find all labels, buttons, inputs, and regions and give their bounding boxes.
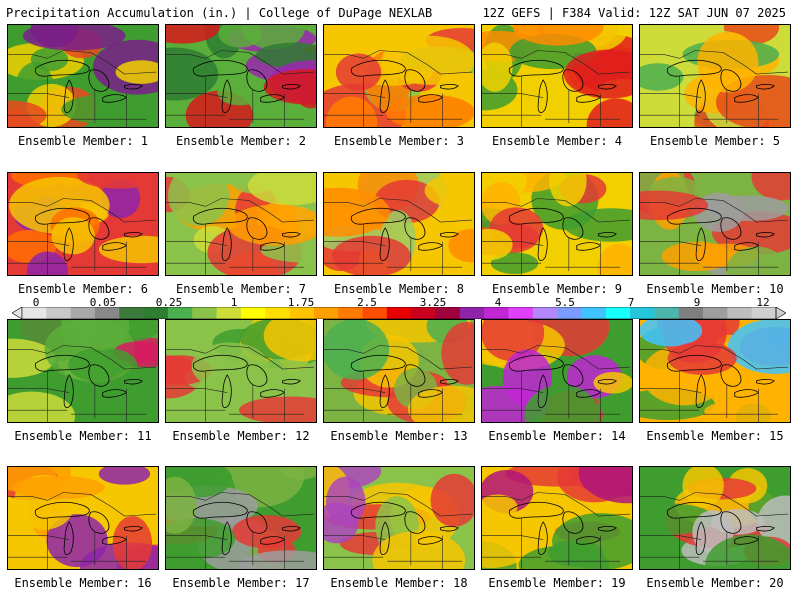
colorbar-tick-label: 1.75 [287,296,315,309]
colorbar-tick-label: 4 [494,296,502,309]
ensemble-member-label: Ensemble Member: 10 [646,282,784,296]
ensemble-member-label: Ensemble Member: 5 [649,134,781,148]
ensemble-member-label: Ensemble Member: 8 [333,282,465,296]
ensemble-member-label: Ensemble Member: 12 [172,429,310,443]
colorbar-tick-label: 5.5 [555,296,575,309]
ensemble-panel [481,24,633,128]
ensemble-member-label: Ensemble Member: 2 [175,134,307,148]
ensemble-member-label: Ensemble Member: 3 [333,134,465,148]
ensemble-member-label: Ensemble Member: 11 [14,429,152,443]
ensemble-panel [481,172,633,276]
colorbar-tick-label: 7 [627,296,635,309]
colorbar-tick-label: 0.25 [155,296,183,309]
ensemble-panel [165,319,317,423]
ensemble-member-label: Ensemble Member: 14 [488,429,626,443]
ensemble-member-label: Ensemble Member: 15 [646,429,784,443]
ensemble-panel [323,319,475,423]
colorbar-tick-label: 0.05 [89,296,117,309]
colorbar-tick-label: 12 [756,296,770,309]
ensemble-panel [165,466,317,570]
ensemble-panel [165,24,317,128]
ensemble-member-label: Ensemble Member: 6 [17,282,149,296]
ensemble-member-label: Ensemble Member: 1 [17,134,149,148]
colorbar-tick-label: 0 [32,296,40,309]
ensemble-member-label: Ensemble Member: 7 [175,282,307,296]
ensemble-member-label: Ensemble Member: 19 [488,576,626,590]
ensemble-panel [165,172,317,276]
colorbar-tick-label: 2.5 [357,296,377,309]
valid-time: 12Z GEFS | F384 Valid: 12Z SAT JUN 07 20… [482,6,786,20]
ensemble-panel [7,319,159,423]
map-title: Precipitation Accumulation (in.) | Colle… [6,6,433,20]
precip-colorbar [12,307,786,319]
ensemble-panel [7,172,159,276]
ensemble-panel [639,24,791,128]
ensemble-panel [639,172,791,276]
ensemble-member-label: Ensemble Member: 17 [172,576,310,590]
ensemble-member-label: Ensemble Member: 9 [491,282,623,296]
ensemble-panel [639,466,791,570]
ensemble-panel [323,24,475,128]
colorbar-tick-label: 9 [693,296,701,309]
ensemble-panel [7,24,159,128]
ensemble-member-label: Ensemble Member: 13 [330,429,468,443]
ensemble-member-label: Ensemble Member: 16 [14,576,152,590]
ensemble-member-label: Ensemble Member: 20 [646,576,784,590]
ensemble-member-label: Ensemble Member: 18 [330,576,468,590]
ensemble-member-label: Ensemble Member: 4 [491,134,623,148]
ensemble-panel [323,172,475,276]
colorbar-tick-label: 3.25 [419,296,447,309]
ensemble-panel [323,466,475,570]
colorbar-tick-label: 1 [230,296,238,309]
ensemble-panel [7,466,159,570]
ensemble-panel [481,319,633,423]
ensemble-panel [481,466,633,570]
ensemble-panel [639,319,791,423]
